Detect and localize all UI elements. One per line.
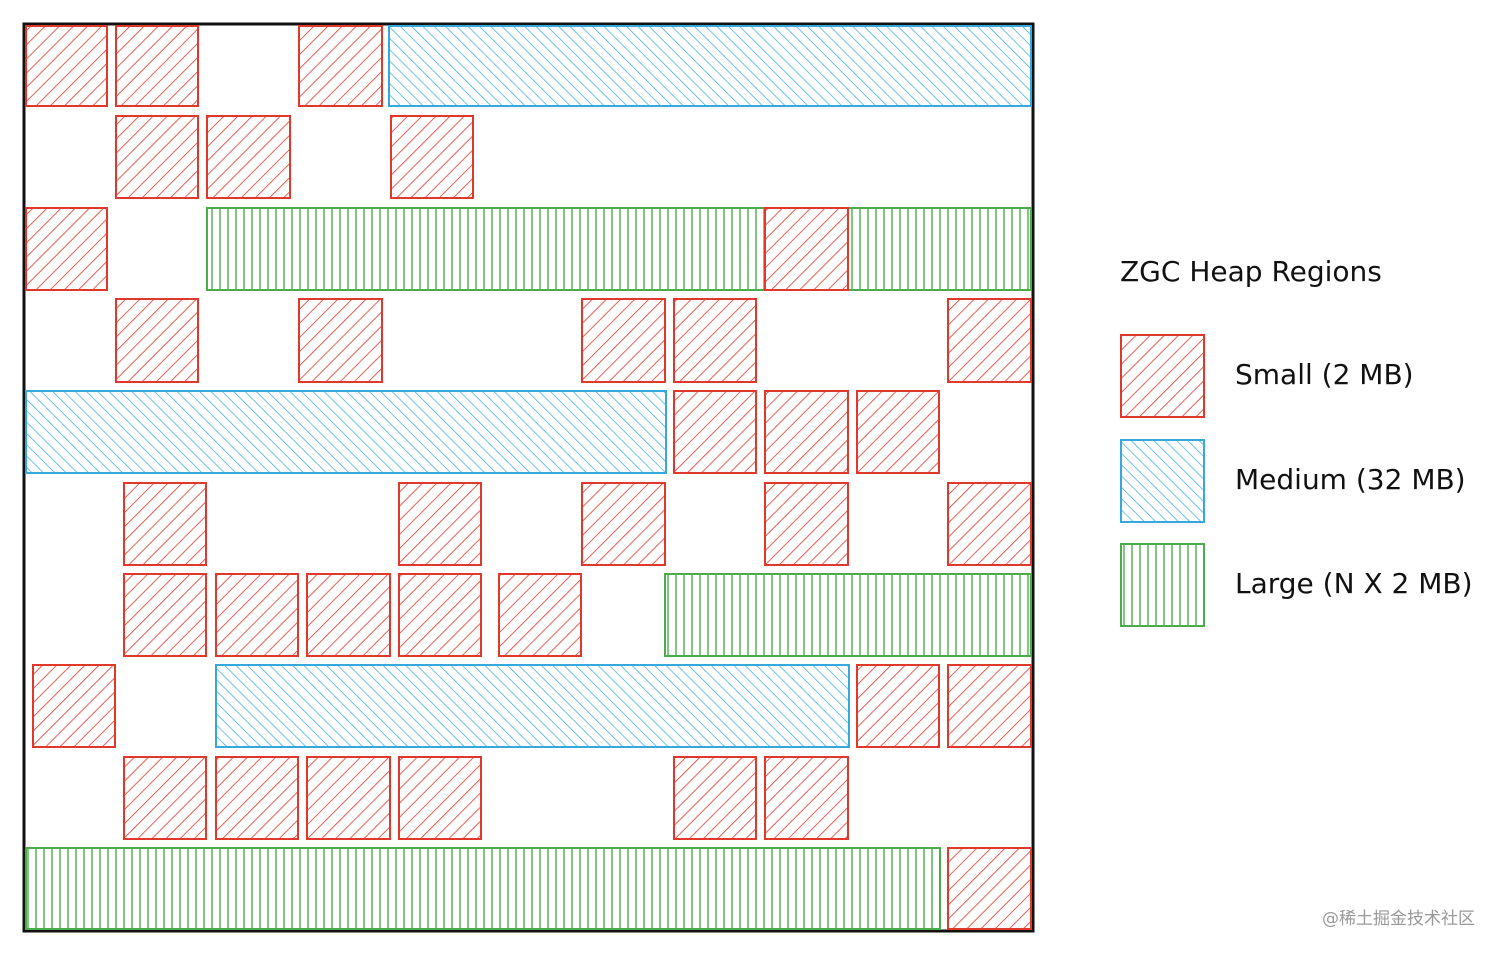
small-region xyxy=(581,482,666,566)
medium-region xyxy=(25,390,667,474)
small-region xyxy=(398,756,482,840)
legend-title: ZGC Heap Regions xyxy=(1120,255,1382,288)
small-region xyxy=(298,298,383,383)
medium-region xyxy=(215,664,850,748)
small-region xyxy=(673,298,757,383)
small-region xyxy=(947,482,1032,566)
small-region xyxy=(206,115,291,199)
small-region xyxy=(298,25,383,107)
small-region xyxy=(25,25,108,107)
small-region xyxy=(947,298,1032,383)
small-region xyxy=(856,390,940,474)
large-region xyxy=(25,847,941,930)
small-region xyxy=(115,298,199,383)
small-region xyxy=(673,756,757,840)
large-region xyxy=(664,573,1032,657)
legend-swatch xyxy=(1120,439,1205,523)
small-region xyxy=(581,298,666,383)
small-region xyxy=(215,573,299,657)
small-region xyxy=(306,756,391,840)
small-region xyxy=(32,664,116,748)
legend-label: Medium (32 MB) xyxy=(1235,463,1466,496)
legend-swatch xyxy=(1120,334,1205,418)
small-region xyxy=(398,482,482,566)
legend-label: Large (N X 2 MB) xyxy=(1235,567,1473,600)
small-region xyxy=(25,207,108,291)
small-region xyxy=(123,482,207,566)
small-region xyxy=(947,664,1032,748)
legend-swatch xyxy=(1120,543,1205,627)
small-region xyxy=(306,573,391,657)
small-region xyxy=(764,207,849,291)
small-region xyxy=(398,573,482,657)
legend: ZGC Heap Regions Small (2 MB) Medium (32… xyxy=(1120,255,1473,627)
small-region xyxy=(390,115,474,199)
medium-region xyxy=(388,25,1032,107)
small-region xyxy=(764,756,849,840)
small-region xyxy=(123,756,207,840)
watermark: @稀土掘金技术社区 xyxy=(1322,909,1475,929)
small-region xyxy=(123,573,207,657)
small-region xyxy=(498,573,582,657)
small-region xyxy=(215,756,299,840)
small-region xyxy=(856,664,940,748)
small-region xyxy=(115,25,199,107)
large-region xyxy=(206,207,1032,291)
small-region xyxy=(115,115,199,199)
regions xyxy=(25,25,1032,930)
small-region xyxy=(764,482,849,566)
small-region xyxy=(673,390,757,474)
small-region xyxy=(764,390,849,474)
legend-label: Small (2 MB) xyxy=(1235,358,1414,391)
small-region xyxy=(947,847,1032,930)
